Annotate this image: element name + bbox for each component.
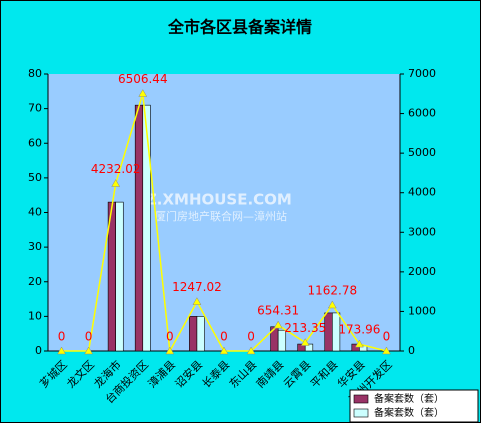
y2-tick-label: 7000 xyxy=(408,67,436,80)
line-marker xyxy=(57,346,66,355)
data-label: 0 xyxy=(220,330,228,344)
data-label: 1247.02 xyxy=(172,280,222,294)
line-marker xyxy=(192,297,202,305)
data-label: 0 xyxy=(58,330,66,344)
legend-box xyxy=(349,389,479,423)
line-marker xyxy=(273,320,283,329)
bar xyxy=(277,329,287,352)
y-tick-label: 10 xyxy=(28,309,42,322)
y2-tick-label: 6000 xyxy=(408,107,436,120)
legend-label: 备案套数（套） xyxy=(374,392,444,405)
legend-label: 备案套数（套） xyxy=(374,406,444,419)
data-label: 173.96 xyxy=(338,323,380,337)
y-tick-label: 20 xyxy=(28,275,42,288)
bar xyxy=(332,312,341,352)
line-marker xyxy=(354,339,364,348)
data-label: 0 xyxy=(85,330,93,344)
line-marker xyxy=(327,300,337,309)
y-tick-label: 50 xyxy=(28,171,42,184)
y2-tick-label: 2000 xyxy=(408,265,436,278)
y-tick-label: 30 xyxy=(28,240,42,253)
y2-tick-label: 1000 xyxy=(408,304,436,317)
y2-tick-label: 3000 xyxy=(408,225,436,238)
legend-swatch xyxy=(353,394,369,404)
bar xyxy=(304,343,314,352)
bar xyxy=(115,201,124,352)
data-label: 0 xyxy=(247,330,255,344)
data-label: 0 xyxy=(383,330,391,344)
data-label: 654.31 xyxy=(257,304,299,318)
line-marker xyxy=(165,346,175,355)
y2-tick-label: 0 xyxy=(408,344,415,357)
y-tick-label: 0 xyxy=(35,344,42,357)
line-marker xyxy=(84,346,94,355)
data-label: 1162.78 xyxy=(307,283,357,297)
line-marker xyxy=(246,346,256,355)
line-marker xyxy=(382,346,391,355)
line-marker xyxy=(300,338,310,346)
data-label: 0 xyxy=(166,330,174,344)
bar xyxy=(142,104,151,352)
data-label: 4232.02 xyxy=(91,162,141,176)
y-tick-label: 60 xyxy=(28,136,42,149)
data-label: 6506.44 xyxy=(118,72,168,86)
watermark: ZZ.XMHOUSE.COM xyxy=(135,191,292,209)
y-tick-label: 70 xyxy=(28,102,42,115)
line-marker xyxy=(138,89,148,97)
plot-area xyxy=(48,74,400,351)
bar xyxy=(134,104,144,352)
line-marker xyxy=(219,346,229,355)
chart-title: 全市各区县备案详情 xyxy=(167,18,312,37)
watermark: 厦门房地产联合网—漳州站 xyxy=(155,209,287,223)
y2-tick-label: 5000 xyxy=(408,146,436,159)
y-tick-label: 40 xyxy=(28,206,42,219)
bar xyxy=(189,316,198,352)
y-tick-label: 80 xyxy=(28,67,42,80)
y2-tick-label: 4000 xyxy=(408,186,436,199)
line-marker xyxy=(111,179,121,187)
legend-swatch xyxy=(353,408,369,418)
data-label: 213.35 xyxy=(284,321,326,335)
bar xyxy=(196,316,205,352)
